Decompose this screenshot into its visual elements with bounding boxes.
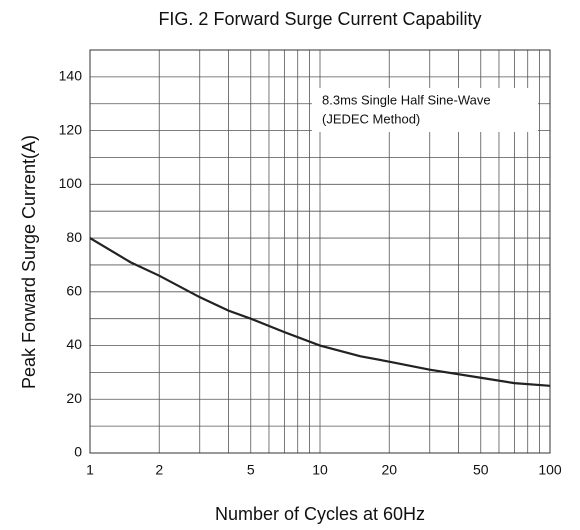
y-tick-label: 140 (59, 68, 83, 84)
x-axis-label: Number of Cycles at 60Hz (215, 504, 425, 524)
y-tick-label: 40 (66, 336, 82, 352)
plot-frame (89, 49, 551, 454)
y-axis-label: Peak Forward Surge Current(A) (19, 135, 39, 389)
x-tick-label: 1 (86, 462, 94, 478)
annotation-box (312, 88, 538, 132)
chart-title: FIG. 2 Forward Surge Current Capability (158, 9, 481, 29)
line (89, 237, 551, 387)
y-tick-label: 120 (59, 121, 83, 137)
annotation: (JEDEC Method) (322, 111, 420, 126)
annotation: 8.3ms Single Half Sine-Wave (322, 92, 491, 107)
x-tick-label: 5 (247, 462, 255, 478)
y-tick-label: 100 (59, 175, 83, 191)
x-tick-label: 50 (473, 462, 489, 478)
x-tick-label: 100 (538, 462, 562, 478)
y-tick-label: 80 (66, 229, 82, 245)
y-tick-label: 60 (66, 283, 82, 299)
x-tick-label: 10 (312, 462, 328, 478)
y-tick-label: 0 (74, 444, 82, 460)
x-tick-label: 20 (381, 462, 397, 478)
y-tick-label: 20 (66, 390, 82, 406)
x-tick-label: 2 (155, 462, 163, 478)
